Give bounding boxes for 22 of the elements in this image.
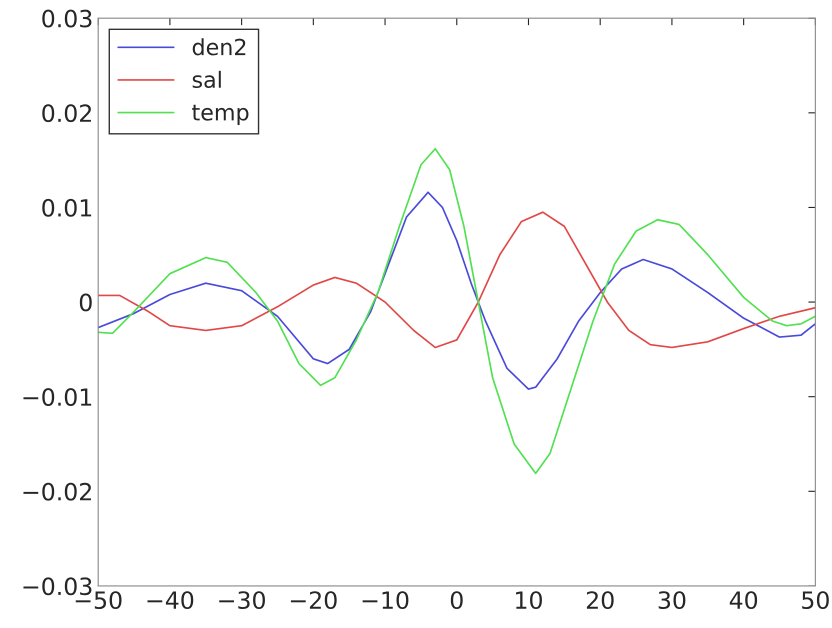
y-tick-label: −0.01 (23, 388, 92, 406)
legend-label: temp (192, 104, 248, 125)
x-tick-label: 10 (516, 591, 542, 610)
legend-label: den2 (192, 38, 246, 56)
line-series (98, 191, 816, 390)
x-tick-label: 0 (450, 591, 463, 610)
x-tick-label: 50 (802, 591, 829, 610)
line-series (98, 211, 816, 348)
x-tick-label: −10 (362, 591, 408, 610)
x-tick-label: 40 (730, 591, 758, 610)
y-tick-label: −0.02 (23, 482, 91, 501)
legend-label: sal (192, 70, 221, 88)
y-tick-label: 0.03 (42, 10, 92, 28)
x-tick-label: −20 (290, 591, 337, 610)
y-tick-label: 0.01 (42, 198, 92, 217)
x-tick-label: 30 (658, 591, 686, 610)
y-tick-label: 0.02 (42, 104, 91, 122)
x-tick-label: −40 (147, 591, 194, 610)
y-tick-label: 0 (80, 294, 92, 312)
x-tick-label: 20 (586, 591, 614, 610)
x-tick-label: −30 (219, 591, 265, 610)
line-series (98, 148, 816, 474)
